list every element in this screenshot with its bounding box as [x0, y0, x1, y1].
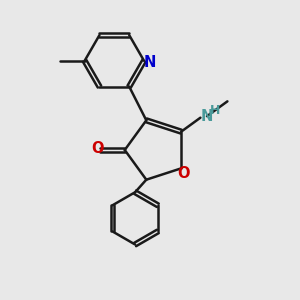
Text: O: O — [177, 166, 190, 181]
Text: O: O — [91, 141, 104, 156]
Text: N: N — [201, 109, 213, 124]
Text: N: N — [143, 55, 156, 70]
Text: H: H — [210, 104, 220, 117]
